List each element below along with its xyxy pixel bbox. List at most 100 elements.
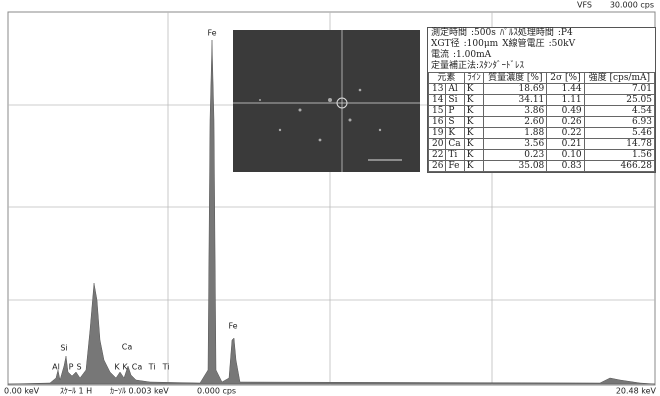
info-text: :P4 <box>557 28 573 38</box>
info-text: :50kV <box>548 39 576 49</box>
result-table: 元素 ﾗｲﾝ 質量濃度 [%] 2σ [%] 強度 [cps/mA] 13 Al K 18.69… <box>427 72 656 172</box>
table-cell: 0.49 <box>546 105 585 117</box>
table-cell: K <box>463 83 485 95</box>
footer-scale: ｽｹｰﾙ 1 H <box>60 387 92 396</box>
table-cell: Al <box>445 83 465 95</box>
info-line: XGT径:100μm X線管電圧:50kV <box>428 39 655 50</box>
peak-label: K <box>122 363 128 372</box>
table-cell: Ca <box>445 138 465 150</box>
header-cell: 元素 <box>428 72 465 84</box>
table-cell: 0.22 <box>546 127 585 139</box>
info-text: :100μm <box>463 39 499 49</box>
table-cell: 0.21 <box>546 138 585 150</box>
table-cell: 2.60 <box>483 116 548 128</box>
info-line: 測定時間:500s ﾊﾟﾙｽ処理時間:P4 <box>428 28 655 39</box>
table-cell: 0.83 <box>546 160 585 172</box>
peak-label: S <box>76 363 81 372</box>
spectrum <box>7 39 656 385</box>
table-row: 15 P K 3.86 0.49 4.54 <box>427 105 656 117</box>
info-text: 電流 <box>431 50 450 60</box>
table-row: 14 Si K 34.11 1.11 25.05 <box>427 94 656 106</box>
table-cell: 18.69 <box>483 83 548 95</box>
peak-label: Si <box>60 344 67 353</box>
sample-image <box>233 30 420 172</box>
table-cell: 1.56 <box>583 149 656 161</box>
table-cell: 22 <box>427 149 447 161</box>
table-cell: K <box>463 116 485 128</box>
table-cell: 4.54 <box>583 105 656 117</box>
table-cell: 5.46 <box>583 127 656 139</box>
peak-label: Fe <box>207 29 216 38</box>
table-cell: P <box>445 105 465 117</box>
table-cell: 3.86 <box>483 105 548 117</box>
table-cell: 1.88 <box>483 127 548 139</box>
table-row: 26 Fe K 35.08 0.83 466.28 <box>427 160 656 172</box>
table-cell: 14.78 <box>583 138 656 150</box>
table-cell: 35.08 <box>483 160 548 172</box>
info-line: 定量補正法:ｽﾀﾝﾀﾞｰﾄﾞﾚｽ <box>428 61 655 72</box>
header-cell: 強度 [cps/mA] <box>583 72 656 84</box>
table-cell: 0.10 <box>546 149 585 161</box>
table-cell: K <box>463 160 485 172</box>
info-text: X線管電圧 <box>502 39 545 49</box>
info-text: XGT径 <box>431 39 460 49</box>
peak-label: P <box>69 363 74 372</box>
table-cell: 3.56 <box>483 138 548 150</box>
footer-cursor: ｶｰｿﾙ 0.003 keV <box>110 387 169 396</box>
sample-texture <box>259 88 382 142</box>
peak-label: Fe <box>228 322 237 331</box>
full-scale: 30.000 cps <box>610 1 654 10</box>
table-cell: 16 <box>427 116 447 128</box>
table-cell: Ti <box>445 149 465 161</box>
table-cell: 7.01 <box>583 83 656 95</box>
table-cell: K <box>463 138 485 150</box>
crosshair-ring <box>336 97 348 109</box>
table-cell: 20 <box>427 138 447 150</box>
table-cell: K <box>445 127 465 139</box>
table-cell: 0.23 <box>483 149 548 161</box>
table-cell: K <box>463 127 485 139</box>
peak-label: Ca <box>122 343 133 352</box>
header-cell: ﾗｲﾝ <box>463 72 485 84</box>
table-cell: 14 <box>427 94 447 106</box>
info-panel: 測定時間:500s ﾊﾟﾙｽ処理時間:P4 XGT径:100μm X線管電圧:50kV… <box>427 27 656 173</box>
peak-label: Ti <box>162 363 170 372</box>
table-cell: 26 <box>427 160 447 172</box>
table-row: 16 S K 2.60 0.26 6.93 <box>427 116 656 128</box>
table-cell: K <box>463 149 485 161</box>
info-text: :1.00mA <box>453 50 492 60</box>
table-cell: 15 <box>427 105 447 117</box>
table-cell: 1.11 <box>546 94 585 106</box>
table-cell: 25.05 <box>583 94 656 106</box>
header-cell: 2σ [%] <box>546 72 585 84</box>
info-text: ﾊﾟﾙｽ処理時間 <box>499 28 554 38</box>
table-row: 13 Al K 18.69 1.44 7.01 <box>427 83 656 95</box>
table-cell: 6.93 <box>583 116 656 128</box>
table-cell: S <box>445 116 465 128</box>
table-cell: K <box>463 105 485 117</box>
peak-label: Ca <box>132 363 143 372</box>
table-cell: 0.26 <box>546 116 585 128</box>
info-line: 電流:1.00mA <box>428 50 655 61</box>
table-cell: K <box>463 94 485 106</box>
table-row: 22 Ti K 0.23 0.10 1.56 <box>427 149 656 161</box>
table-cell: Si <box>445 94 465 106</box>
info-text: 定量補正法:ｽﾀﾝﾀﾞｰﾄﾞﾚｽ <box>431 61 525 71</box>
info-text: 測定時間 <box>431 28 468 38</box>
table-cell: 466.28 <box>583 160 656 172</box>
footer-start: 0.00 keV <box>4 387 40 396</box>
peak-label: Al <box>52 363 60 372</box>
mode: VFS <box>577 1 592 10</box>
table-row: 19 K K 1.88 0.22 5.46 <box>427 127 656 139</box>
table-cell: 34.11 <box>483 94 548 106</box>
info-text: :500s <box>471 28 496 38</box>
table-cell: 1.44 <box>546 83 585 95</box>
peak-label: K <box>114 363 120 372</box>
table-cell: 13 <box>427 83 447 95</box>
footer-end: 20.48 keV <box>616 387 657 396</box>
peak-label: Ti <box>148 363 156 372</box>
table-cell: Fe <box>445 160 465 172</box>
table-cell: 19 <box>427 127 447 139</box>
table-header: 元素 ﾗｲﾝ 質量濃度 [%] 2σ [%] 強度 [cps/mA] <box>428 72 656 84</box>
